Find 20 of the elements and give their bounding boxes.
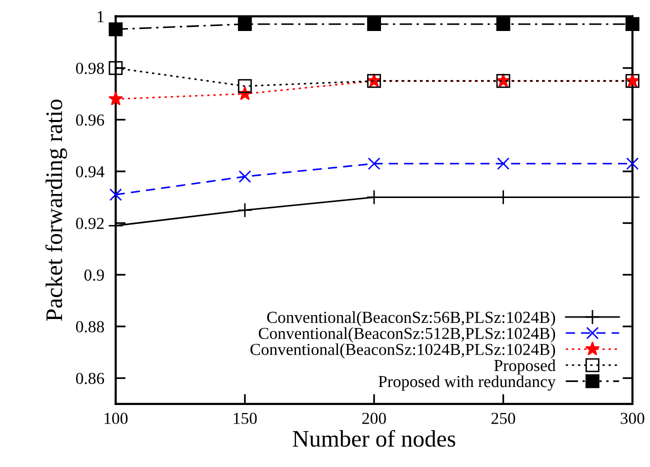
y-tick-label: 0.9 xyxy=(84,269,104,281)
legend-label: Conventional(BeaconSz:512B,PLSz:1024B) xyxy=(258,327,556,342)
legend-label: Conventional(BeaconSz:56B,PLSz:1024B) xyxy=(267,311,556,326)
y-tick-label: 0.96 xyxy=(76,114,104,126)
x-tick-label: 150 xyxy=(234,412,257,424)
legend-label: Conventional(BeaconSz:1024B,PLSz:1024B) xyxy=(250,343,556,358)
y-tick-label: 0.98 xyxy=(76,62,104,74)
legend-label: Proposed xyxy=(494,359,556,375)
x-axis-title: Number of nodes xyxy=(292,430,456,447)
y-tick-label: 0.94 xyxy=(76,166,104,178)
y-axis-title: Packet forwarding ratio xyxy=(45,100,68,321)
y-tick-label: 1 xyxy=(98,11,104,22)
y-tick-label: 0.88 xyxy=(76,321,104,332)
x-tick-label: 250 xyxy=(491,412,516,424)
legend-label: Proposed with redundancy xyxy=(378,375,556,391)
x-tick-label: 300 xyxy=(620,412,644,424)
x-tick-label: 100 xyxy=(104,412,128,424)
y-tick-label: 0.92 xyxy=(76,218,104,230)
y-tick-label: 0.86 xyxy=(76,372,104,384)
x-tick-label: 200 xyxy=(362,412,386,424)
